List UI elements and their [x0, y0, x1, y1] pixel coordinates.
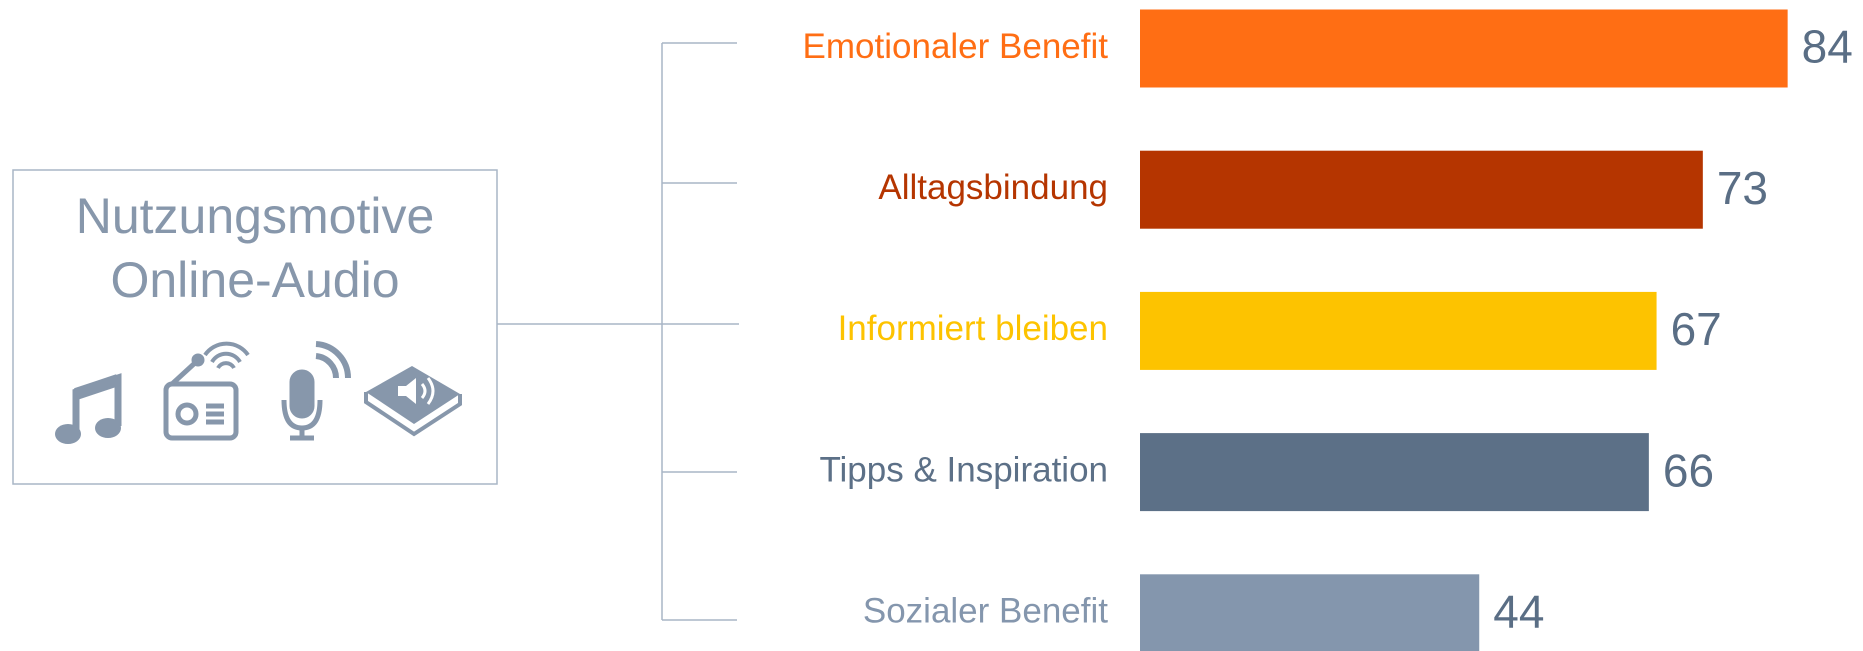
category-label: Informiert bleiben [838, 309, 1108, 348]
category-label: Alltagsbindung [878, 168, 1108, 207]
title-line: Nutzungsmotive [76, 188, 435, 244]
bar [1140, 574, 1480, 651]
title-box [12, 169, 498, 485]
category-label: Tipps & Inspiration [819, 450, 1108, 489]
value-label: 84 [1802, 21, 1853, 73]
value-label: 66 [1663, 444, 1714, 496]
value-label: 73 [1717, 162, 1768, 214]
category-label: Sozialer Benefit [863, 592, 1108, 631]
bar [1140, 291, 1657, 370]
radio-icon [163, 341, 250, 441]
audiobook-icon [364, 366, 462, 437]
bar [1140, 9, 1788, 88]
bar [1140, 433, 1649, 512]
value-label: 67 [1671, 303, 1722, 355]
value-label: 44 [1493, 585, 1544, 637]
bar [1140, 150, 1703, 229]
title-line: Online-Audio [110, 252, 399, 308]
microphone-icon [281, 341, 352, 441]
icons [55, 341, 462, 444]
connectors [497, 42, 739, 621]
music-icon [55, 373, 122, 444]
category-label: Emotionaler Benefit [803, 27, 1109, 66]
